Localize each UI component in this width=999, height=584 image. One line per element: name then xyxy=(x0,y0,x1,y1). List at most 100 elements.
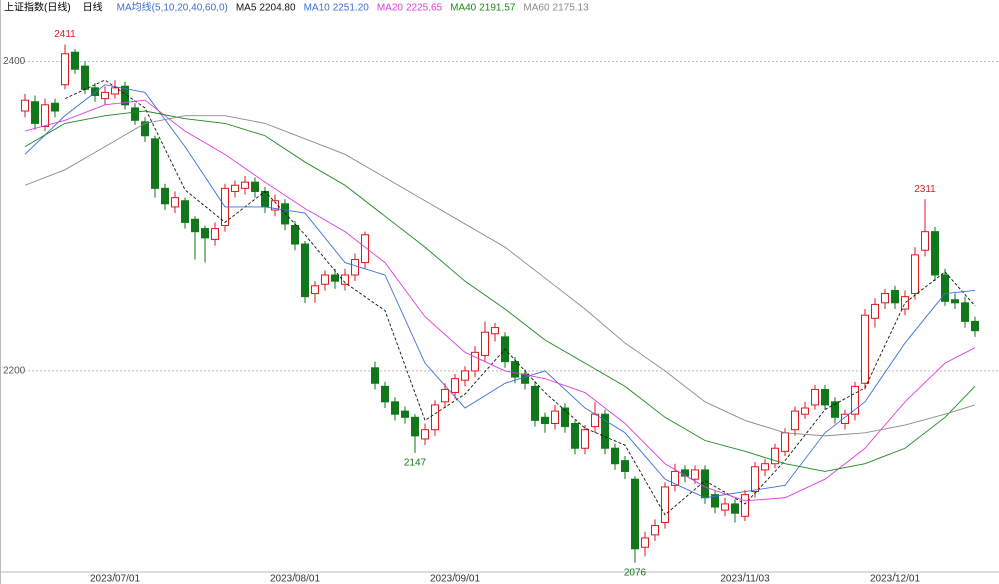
candle-body xyxy=(561,407,569,428)
candle-body xyxy=(921,231,929,251)
extreme-label: 2411 xyxy=(54,29,76,40)
candle-body xyxy=(81,65,89,90)
candle-body xyxy=(141,121,149,137)
candle-body xyxy=(311,285,319,295)
ma-line xyxy=(64,79,976,516)
candle-body xyxy=(331,274,339,282)
candle-body xyxy=(701,469,709,499)
legend-name: MA20 xyxy=(377,3,404,14)
candle-body xyxy=(961,302,969,322)
candle-body xyxy=(801,407,809,415)
ma-line xyxy=(24,115,976,437)
candle-body xyxy=(891,289,899,304)
candle-body xyxy=(871,303,879,319)
candle-body xyxy=(131,107,139,121)
candle-body xyxy=(151,138,159,189)
candle-body xyxy=(391,401,399,415)
candle-body xyxy=(671,470,679,486)
candle-body xyxy=(101,91,109,100)
candle-body xyxy=(61,53,69,86)
candle-body xyxy=(241,181,249,189)
legend-value: 2175.13 xyxy=(553,3,590,14)
candle-body xyxy=(481,331,489,356)
candle-body xyxy=(401,410,409,418)
candle-body xyxy=(21,99,29,112)
legend-name: MA10 xyxy=(304,3,331,14)
candle-body xyxy=(91,87,99,97)
candle-body xyxy=(901,296,909,310)
candle-body xyxy=(321,274,329,285)
candle-body xyxy=(41,104,49,127)
candle-body xyxy=(461,370,469,381)
indicator[interactable]: MA均线(5,10,20,40,60,0) xyxy=(117,1,228,14)
candle-body xyxy=(711,494,719,508)
candle-body xyxy=(451,378,459,394)
x-tick-label: 2023/12/01 xyxy=(870,574,920,584)
y-tick-label: 2400 xyxy=(3,56,26,67)
candle-body xyxy=(931,231,939,276)
candle-body xyxy=(271,200,279,211)
candle-body xyxy=(371,367,379,384)
candle-body xyxy=(251,181,259,192)
extreme-label: 2147 xyxy=(404,458,427,469)
candle-body xyxy=(381,385,389,403)
candle-body xyxy=(421,429,429,440)
ma-line xyxy=(24,110,976,472)
candle-body xyxy=(31,101,39,124)
candle-body xyxy=(361,234,369,264)
candle-body xyxy=(431,404,439,431)
candle-body xyxy=(551,410,559,424)
candle-body xyxy=(181,200,189,223)
legend-name: MA60 xyxy=(523,3,550,14)
candle-body xyxy=(691,469,699,480)
candle-body xyxy=(911,254,919,295)
extreme-label: 2311 xyxy=(914,184,936,195)
candle-body xyxy=(211,228,219,240)
candle-body xyxy=(781,432,789,452)
candle-body xyxy=(941,274,949,302)
candle-body xyxy=(581,429,589,449)
candle-body xyxy=(721,503,729,511)
candle-body xyxy=(731,503,739,514)
candle-body xyxy=(51,102,59,112)
candle-body xyxy=(631,478,639,550)
candle-body xyxy=(351,259,359,276)
candle-body xyxy=(281,203,289,225)
candle-body xyxy=(821,388,829,406)
legend-value: 2204.80 xyxy=(259,3,296,14)
legend-name: MA40 xyxy=(450,3,477,14)
x-tick-label: 2023/11/03 xyxy=(720,574,770,584)
ma-line xyxy=(24,84,976,499)
y-tick-label: 2200 xyxy=(3,366,26,377)
candle-body xyxy=(761,463,769,471)
candle-body xyxy=(841,413,849,424)
candle-body xyxy=(571,422,579,449)
candle-body xyxy=(111,87,119,95)
period-dropdown[interactable]: 日线 xyxy=(83,1,103,14)
candle-body xyxy=(621,460,629,472)
candle-body xyxy=(531,385,539,421)
candle-body xyxy=(611,447,619,465)
candle-body xyxy=(661,486,669,523)
candle-body xyxy=(201,228,209,239)
candle-body xyxy=(161,187,169,205)
extreme-label: 2076 xyxy=(624,567,647,578)
legend-value: 2191.57 xyxy=(479,3,516,14)
candle-body xyxy=(71,51,79,70)
candle-body xyxy=(231,184,239,192)
candle-body xyxy=(171,197,179,208)
candle-body xyxy=(291,224,299,245)
legend-value: 2225.65 xyxy=(406,3,443,14)
candle-body xyxy=(341,274,349,285)
candle-body xyxy=(411,416,419,437)
candle-body xyxy=(831,401,839,418)
candle-body xyxy=(651,525,659,536)
candle-body xyxy=(121,85,129,106)
candle-body xyxy=(541,416,549,424)
candle-body xyxy=(881,293,889,304)
candle-body xyxy=(511,361,519,378)
x-tick-label: 2023/07/01 xyxy=(90,574,140,584)
